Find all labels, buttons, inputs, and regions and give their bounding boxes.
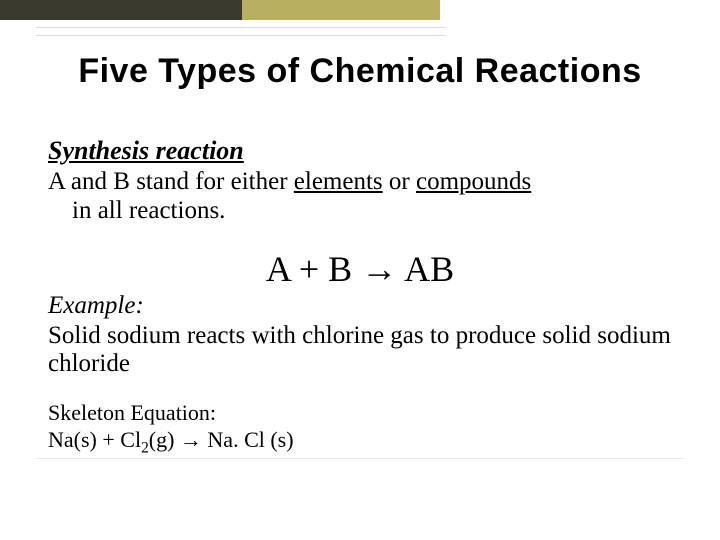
section-name: Synthesis reaction [48,136,244,166]
light-rule-1 [36,27,446,28]
definition-underline-2: compounds [416,168,531,195]
definition-pre: A and B stand for either [48,168,294,195]
top-bar [0,0,440,20]
skeleton-rest: (g) → Na. Cl (s) [149,427,294,452]
definition-text: A and B stand for either elements or com… [48,168,680,226]
page-title: Five Types of Chemical Reactions [0,52,720,91]
skeleton-equation: Na(s) + Cl2(g) → Na. Cl (s) [48,427,294,457]
general-equation: A + B → AB [0,248,720,290]
bar-segment-dark [0,0,242,20]
light-rule-2 [36,35,446,36]
definition-post: in all reactions. [48,197,225,224]
bottom-rule [36,458,684,459]
definition-mid: or [383,168,416,195]
skeleton-na: Na(s) + Cl [48,427,141,452]
bar-segment-olive [242,0,440,20]
definition-underline-1: elements [294,168,383,195]
example-label: Example: [48,292,144,320]
skeleton-label: Skeleton Equation: [48,400,216,426]
skeleton-sub: 2 [141,439,149,456]
example-text: Solid sodium reacts with chlorine gas to… [48,322,680,378]
